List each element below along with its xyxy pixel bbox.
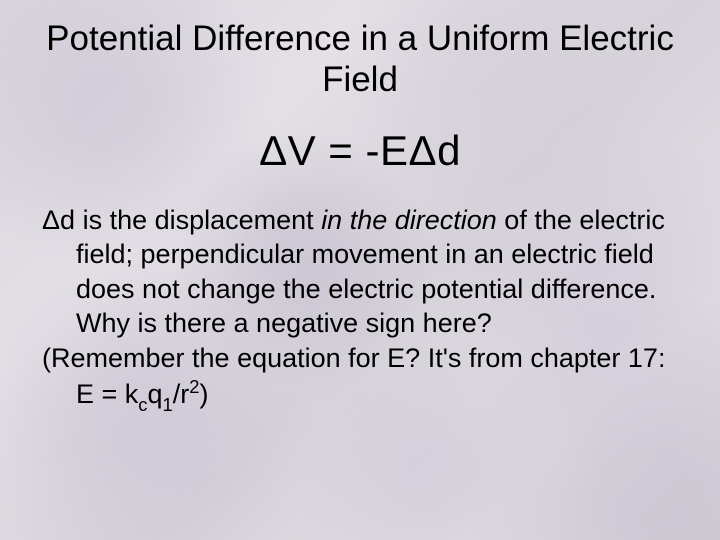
paragraph-1: Δd is the displacement in the direction … bbox=[42, 203, 678, 341]
equation-d: d bbox=[437, 127, 461, 174]
slide-title: Potential Difference in a Uniform Electr… bbox=[40, 18, 680, 101]
equation-v-eq: V = -E bbox=[288, 127, 409, 174]
paragraph-2: (Remember the equation for E? It's from … bbox=[42, 341, 678, 415]
slide-container: Potential Difference in a Uniform Electr… bbox=[0, 0, 720, 540]
subscript-c: c bbox=[138, 394, 147, 415]
p1-italic: in the direction bbox=[321, 205, 497, 235]
p2-text-a: (Remember the equation for E? It's from … bbox=[42, 343, 665, 410]
body-text: Δd is the displacement in the direction … bbox=[40, 203, 680, 416]
delta-symbol-3: Δ bbox=[42, 205, 60, 235]
delta-symbol-1: Δ bbox=[259, 127, 288, 174]
delta-symbol-2: Δ bbox=[409, 127, 438, 174]
subscript-1: 1 bbox=[163, 394, 173, 415]
superscript-2: 2 bbox=[189, 376, 199, 397]
p2-end: ) bbox=[199, 379, 208, 409]
main-equation: ΔV = -EΔd bbox=[40, 127, 680, 175]
p2-q: q bbox=[147, 379, 162, 409]
p1-text-a: d is the displacement bbox=[60, 205, 321, 235]
p2-r: /r bbox=[173, 379, 190, 409]
